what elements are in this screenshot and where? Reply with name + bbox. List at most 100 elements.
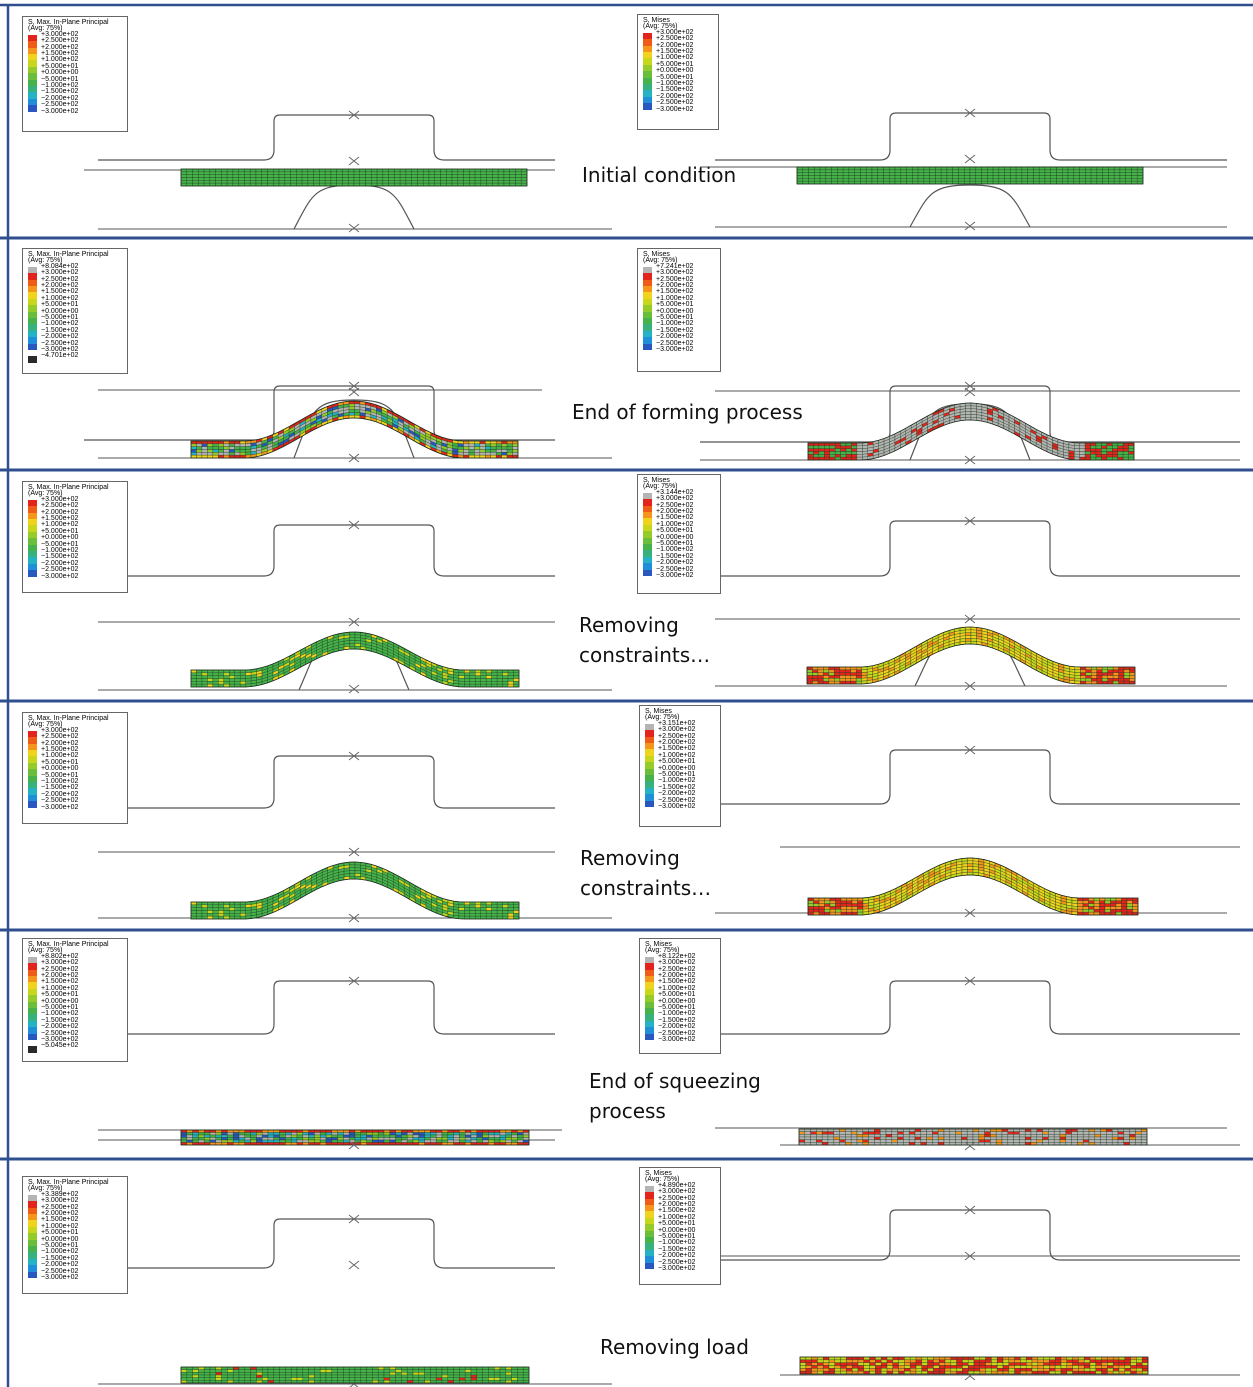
mesh-element: [1026, 1368, 1033, 1372]
mesh-element: [223, 669, 230, 674]
mesh-element: [273, 180, 280, 184]
mesh-element: [856, 678, 862, 682]
mesh-element: [244, 180, 251, 184]
mesh-element: [1129, 1139, 1136, 1143]
mesh-element: [973, 1356, 980, 1361]
mesh-element: [846, 1368, 853, 1372]
mesh-element: [307, 177, 314, 181]
mesh-element: [383, 1377, 390, 1381]
mesh-element: [446, 182, 453, 187]
mesh-element: [1125, 172, 1132, 176]
mesh-element: [507, 915, 514, 920]
mesh-element: [840, 1370, 847, 1375]
mesh-element: [857, 906, 864, 910]
mesh-element: [223, 678, 230, 682]
mesh-element: [331, 1134, 338, 1138]
mesh-element: [1020, 1368, 1027, 1372]
mesh-element: [399, 168, 407, 173]
mesh-element: [1117, 445, 1124, 449]
mesh-element: [233, 1134, 240, 1138]
mesh-element: [209, 1372, 216, 1376]
mesh-element: [1142, 1368, 1149, 1372]
mesh-element: [475, 904, 481, 908]
mesh-element: [204, 1377, 211, 1381]
mesh-element: [829, 900, 836, 904]
mesh-element: [1102, 180, 1109, 185]
mesh-element: [436, 1374, 443, 1378]
mesh-element: [845, 680, 851, 685]
mesh-element: [1030, 1136, 1037, 1140]
mesh-element: [465, 1369, 472, 1373]
mesh-element: [1002, 1359, 1009, 1363]
mesh-element: [319, 168, 326, 173]
mesh-element: [1106, 1131, 1113, 1135]
mesh-element: [424, 1134, 431, 1138]
mesh-element: [343, 1377, 350, 1381]
mesh-element: [336, 180, 343, 184]
mesh-element: [823, 675, 830, 679]
mesh-element: [383, 1372, 390, 1376]
mesh-element: [424, 1377, 431, 1381]
mesh-element: [845, 672, 851, 676]
mesh-element: [840, 903, 847, 907]
mesh-element: [1123, 680, 1130, 685]
mesh-element: [407, 1377, 414, 1381]
mesh-element: [875, 1359, 882, 1363]
mesh-element: [482, 1369, 489, 1373]
mesh-element: [1060, 1356, 1067, 1361]
mesh-element: [459, 1132, 466, 1136]
mesh-element: [1072, 1359, 1079, 1363]
mesh-element: [301, 168, 309, 173]
mesh-element: [1110, 903, 1117, 907]
mesh-element: [365, 177, 372, 181]
mesh-element: [1117, 1134, 1124, 1138]
mesh-element: [349, 637, 356, 641]
mesh-element: [1001, 1134, 1008, 1138]
mesh-element: [883, 172, 890, 176]
mesh-element: [1065, 1134, 1072, 1138]
mesh-element: [939, 1356, 946, 1361]
mesh-element: [278, 171, 285, 175]
mesh-element: [244, 174, 251, 178]
mesh-element: [1102, 178, 1109, 182]
mesh-element: [840, 451, 847, 455]
mesh-element: [1131, 180, 1138, 185]
mesh-element: [324, 180, 332, 184]
mesh-element: [488, 1137, 495, 1141]
mesh-element: [1124, 1365, 1131, 1369]
mesh-element: [904, 1359, 911, 1363]
mesh-element: [190, 440, 197, 445]
mesh-element: [846, 1356, 853, 1361]
mesh-element: [964, 166, 971, 171]
mesh-element: [881, 1368, 888, 1372]
mesh-element: [875, 1368, 882, 1372]
mesh-element: [215, 168, 222, 173]
mesh-element: [842, 172, 850, 176]
mesh-element: [857, 900, 864, 904]
mesh-element: [349, 643, 356, 647]
mesh-element: [850, 672, 857, 676]
mesh-element: [223, 443, 230, 447]
mesh-element: [480, 678, 487, 682]
stage-caption: Removing load: [600, 1335, 749, 1359]
mesh-element: [507, 683, 514, 688]
mesh-element: [970, 408, 977, 413]
mesh-element: [846, 911, 853, 916]
mesh-element: [215, 182, 222, 187]
mesh-element: [1074, 453, 1080, 458]
mesh-element: [1030, 1139, 1037, 1143]
mesh-element: [965, 405, 972, 410]
mesh-element: [1118, 1368, 1125, 1372]
mesh-element: [490, 440, 497, 445]
mesh-element: [850, 680, 857, 685]
mesh-element: [320, 1139, 327, 1143]
mesh-element: [468, 454, 475, 459]
mesh-element: [239, 443, 246, 447]
mesh-element: [453, 1374, 460, 1378]
mesh-element: [463, 440, 470, 445]
mesh-element: [223, 683, 230, 688]
mesh-element: [1021, 175, 1028, 179]
mesh-element: [955, 1134, 962, 1138]
mesh-element: [1106, 1136, 1113, 1140]
